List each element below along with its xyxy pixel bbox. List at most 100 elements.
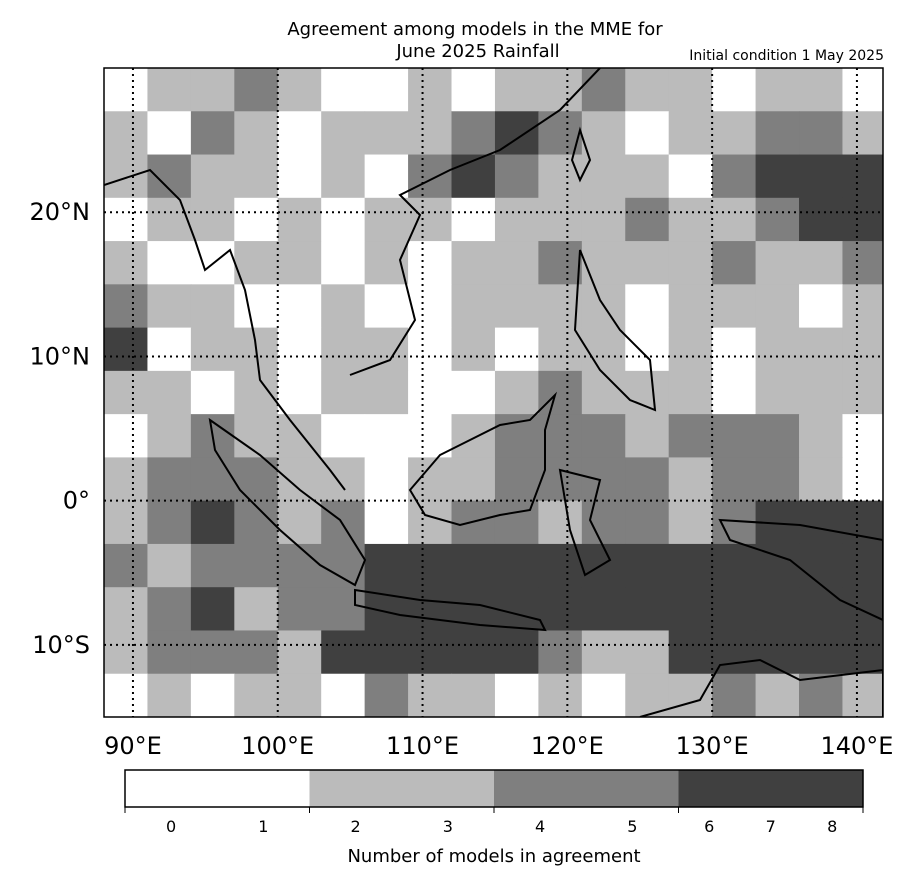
grid-cell [625,111,670,156]
grid-cell [190,630,235,675]
grid-cell [625,630,670,675]
note: Initial condition 1 May 2025 [689,48,884,64]
grid-cell [277,241,322,285]
grid-cell [234,370,279,415]
grid-cell [494,154,539,199]
grid-cell [842,500,883,545]
grid-cell [234,68,279,112]
grid-cell [625,500,670,545]
grid-cell [668,500,713,545]
grid-cell [494,500,539,545]
grid-cell [451,197,496,242]
grid-cell [408,154,453,199]
grid-cell [494,68,539,112]
grid-cell [104,111,148,156]
grid-cell [321,241,366,285]
grid-cell [451,111,496,156]
grid-cell [234,543,279,588]
grid-cell [147,284,192,329]
grid-cell [277,587,322,631]
grid-cell [712,68,757,112]
grid-cell [799,197,843,242]
colorbar-tick-label: 7 [766,817,776,836]
grid-cell [364,457,409,502]
grid-cell [147,543,192,588]
grid-cell [321,197,366,242]
grid-cell [538,68,583,112]
grid-cell [190,111,235,156]
grid-cell [408,197,453,242]
grid-cell [668,111,713,156]
grid-cell [364,241,409,285]
grid-cell [451,414,496,458]
coastline [354,588,547,632]
grid-cell [104,327,148,372]
grid-cell [147,241,192,285]
grid-cell [712,370,757,415]
coastline [718,518,883,622]
grid-cell [799,154,843,199]
grid-cell [494,370,539,415]
grid-cell [277,154,322,199]
grid-cell [104,68,148,112]
grid-cell [668,630,713,675]
grid-cell [842,370,883,415]
grid-cell [538,370,583,415]
grid-cell [625,327,670,372]
coastline [408,391,558,527]
grid-cell [277,630,322,675]
grid-cell [104,370,148,415]
colorbar-segment [678,770,863,807]
grid-cell [625,284,670,329]
grid-cell [842,68,883,112]
grid-cell [408,673,453,717]
grid-cell [755,197,800,242]
grid-cell [842,457,883,502]
grid-cell [147,68,192,112]
grid-cell [799,414,843,458]
coastline [573,249,657,412]
grid-cell [451,630,496,675]
grid-cell [321,414,366,458]
coastline [104,168,346,491]
grid-cell [538,327,583,372]
grid-cell [668,543,713,588]
colorbar-tick-label: 4 [535,817,545,836]
grid-cell [321,327,366,372]
grid-cell [842,543,883,588]
grid-cell [755,630,800,675]
grid-cell [842,111,883,156]
grid-cell [712,284,757,329]
colorbar-tick-label: 6 [704,817,714,836]
grid-cell [321,68,366,112]
grid-cell [234,154,279,199]
colorbar-tick-label: 3 [443,817,453,836]
grid-cell [668,457,713,502]
grid-cell [755,241,800,285]
coastline [558,468,612,577]
colorbar-tick-label: 1 [258,817,268,836]
grid-cell [494,673,539,717]
x-tick-label: 140°E [820,732,893,760]
grid-cell [625,197,670,242]
grid-cell [581,543,626,588]
grid-cell [538,241,583,285]
grid-cell [277,111,322,156]
grid-cell [799,457,843,502]
grid-cell [494,241,539,285]
grid-cell [190,457,235,502]
grid-cell [408,630,453,675]
x-tick-label: 120°E [531,732,604,760]
grid-cell [364,673,409,717]
grid-cell [712,327,757,372]
grid-cell [581,500,626,545]
grid-cell [712,111,757,156]
grid-cell [712,673,757,717]
y-tick-label: 20°N [30,198,91,226]
grid-cell [755,68,800,112]
colorbar-segment [494,770,679,807]
grid-cell [104,154,148,199]
colorbar-frame [124,769,864,808]
grid-cell [581,370,626,415]
grid-cell [364,500,409,545]
